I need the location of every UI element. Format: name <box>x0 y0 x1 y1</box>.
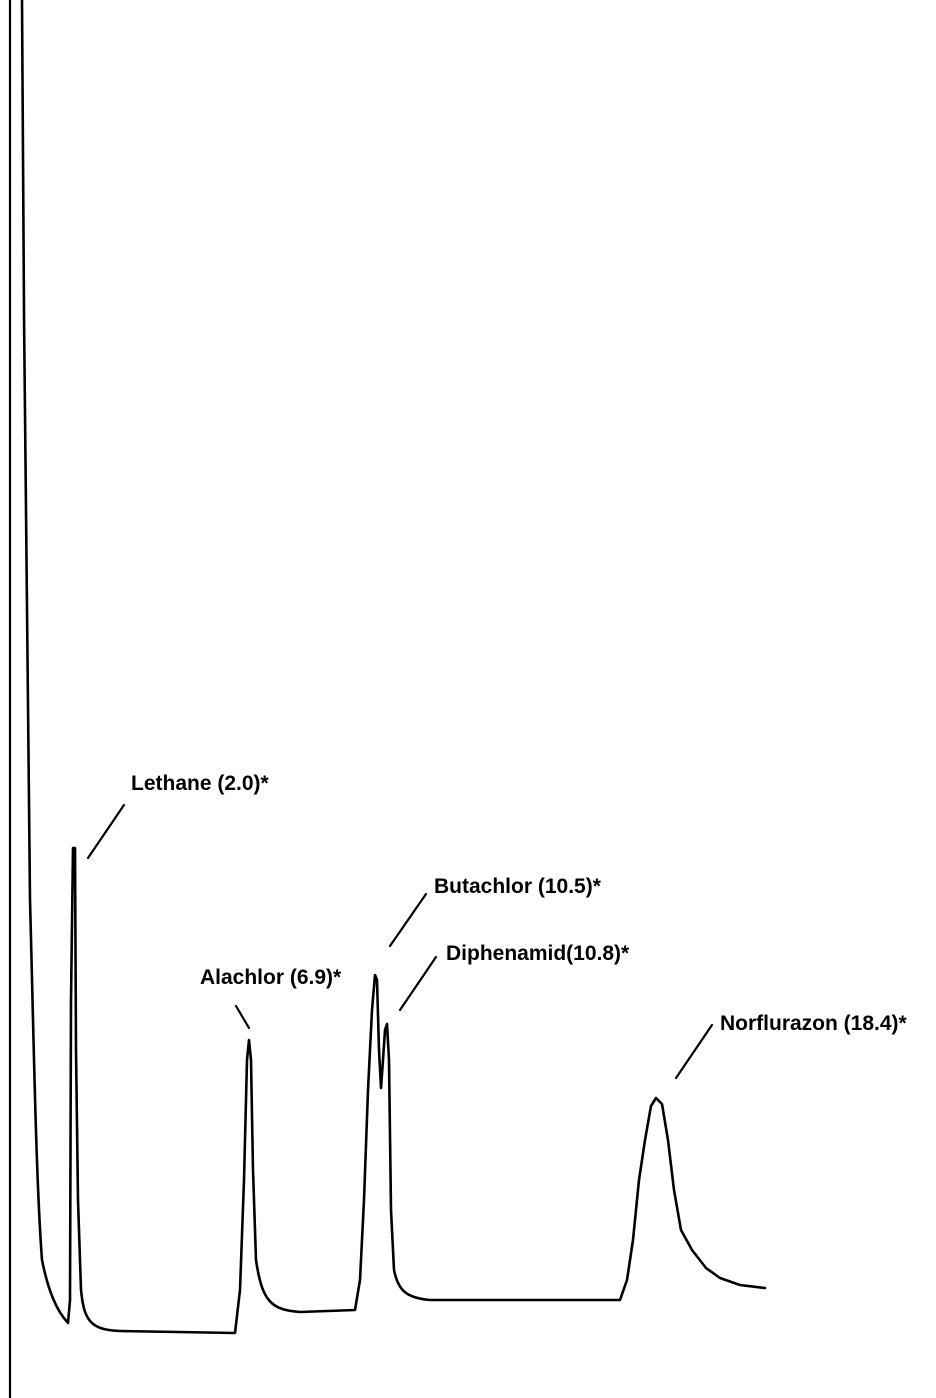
norflurazon-leader-line <box>674 1023 714 1080</box>
diphenamid-label: Diphenamid(10.8)* <box>446 942 630 965</box>
lethane-leader-line <box>86 803 126 860</box>
butachlor-leader-line <box>388 892 428 948</box>
norflurazon-label: Norflurazon (18.4)* <box>720 1012 908 1035</box>
chromatogram-trace <box>20 0 767 1335</box>
alachlor-leader-line <box>234 1004 251 1030</box>
alachlor-label: Alachlor (6.9)* <box>200 966 342 989</box>
butachlor-label: Butachlor (10.5)* <box>434 875 602 898</box>
diphenamid-leader-line <box>398 955 438 1012</box>
lethane-label: Lethane (2.0)* <box>131 772 270 795</box>
